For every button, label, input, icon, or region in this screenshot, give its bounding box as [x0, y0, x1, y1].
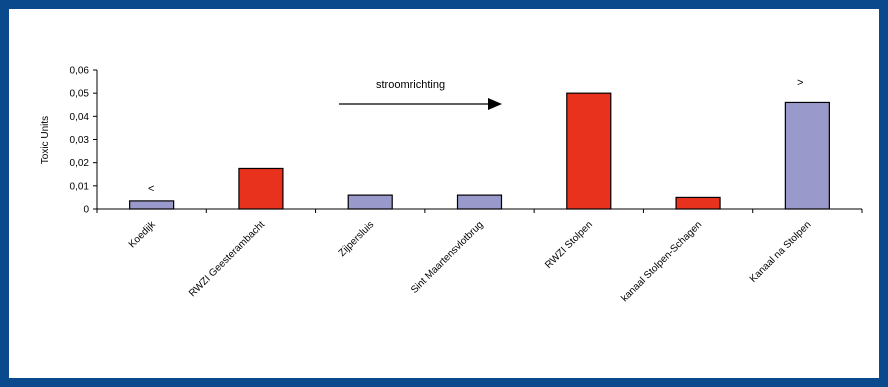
greater-than-marker: > [797, 77, 803, 89]
x-tick-label: Koedijk [127, 219, 159, 251]
less-than-marker: < [148, 183, 154, 195]
bars [129, 92, 830, 210]
x-tick-label: Kanaal na Stolpen [748, 219, 814, 285]
axes: 0 0,01 0,02 0,03 0,04 0,05 0,06 [70, 66, 863, 216]
bar [238, 167, 284, 210]
x-tick-label: kanaal Stolpen-Schagen [619, 219, 704, 304]
bar [784, 101, 830, 210]
y-tick-label: 0,05 [70, 89, 90, 100]
bar [675, 196, 721, 210]
y-tick-label: 0,04 [70, 112, 90, 123]
x-tick-label: Sint Maartensvlotbrug [409, 219, 486, 296]
bar [347, 194, 393, 210]
bar [566, 92, 612, 210]
x-tick-label: RWZI Stolpen [543, 219, 595, 271]
y-tick-label: 0,01 [70, 181, 90, 192]
x-tick-label: RWZI Geesterambacht [187, 219, 267, 299]
x-tick-label: Zijpersluis [337, 219, 377, 259]
flow-direction-arrow: stroomrichting [339, 79, 502, 110]
arrow-label: stroomrichting [376, 79, 445, 91]
category-labels: Koedijk RWZI Geesterambacht Zijpersluis Sin… [127, 219, 814, 305]
y-tick-label: 0,03 [70, 135, 90, 146]
y-tick-label: 0,06 [70, 66, 90, 77]
bar [129, 200, 175, 210]
y-tick-label: 0 [83, 205, 89, 216]
bar [456, 194, 503, 210]
y-axis-label: Toxic Units [40, 116, 51, 164]
arrow-head [488, 98, 502, 110]
y-tick-label: 0,02 [70, 158, 90, 169]
